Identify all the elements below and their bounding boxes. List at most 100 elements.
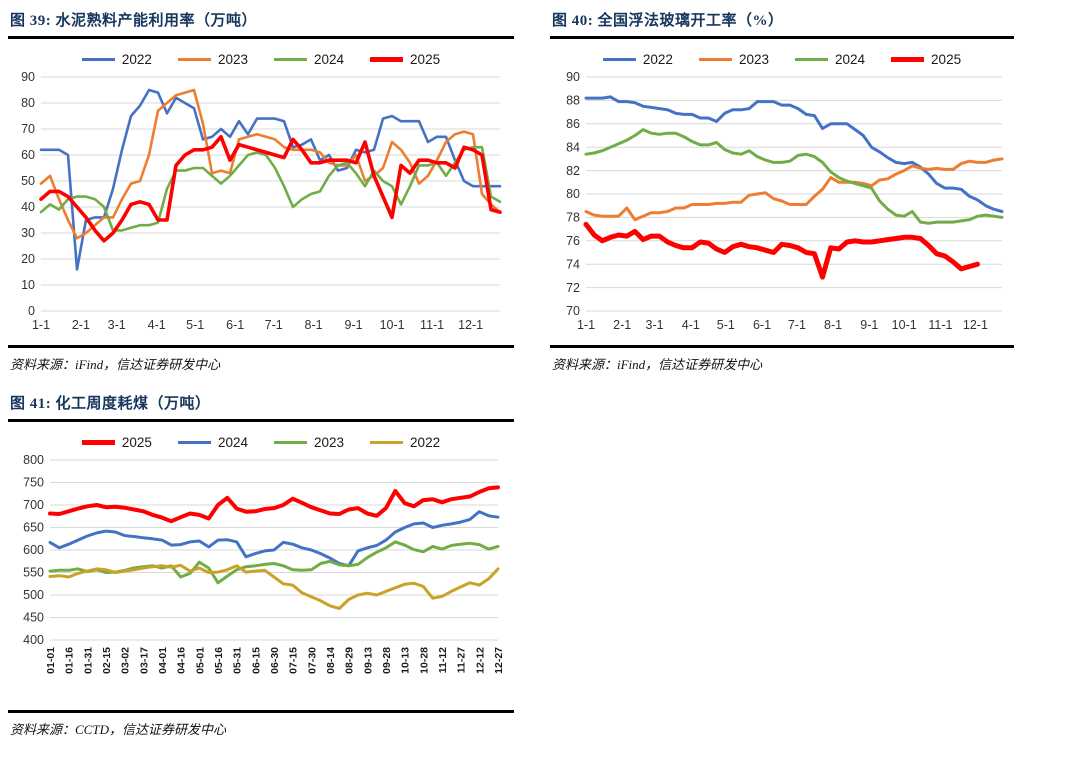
x-axis-tick-label: 8-1 xyxy=(305,318,323,332)
top-row: 图 39: 水泥熟料产能利用率（万吨） 2022 2023 2024 2025 0 10… xyxy=(8,6,1070,373)
x-axis-tick-label: 11-1 xyxy=(928,318,952,332)
legend-label: 2022 xyxy=(410,435,441,450)
series-line-2022 xyxy=(48,563,500,610)
x-axis-tick-label: 1-1 xyxy=(577,318,595,332)
x-axis-tick-label: 01-31 xyxy=(82,647,94,674)
legend-swatch-2022 xyxy=(81,58,115,61)
x-axis-tick-label: 04-01 xyxy=(157,647,169,674)
legend-item-2023: 2023 xyxy=(177,52,248,67)
x-axis-tick-label: 05-01 xyxy=(194,647,206,674)
y-axis-tick-label: 40 xyxy=(21,200,35,214)
legend-item-2025: 2025 xyxy=(81,435,152,450)
y-axis-tick-label: 400 xyxy=(23,633,44,647)
y-axis-tick-label: 70 xyxy=(21,122,35,136)
legend-label: 2024 xyxy=(835,52,866,67)
legend-label: 2023 xyxy=(314,435,345,450)
legend-swatch-2023 xyxy=(698,58,732,61)
x-axis-tick-label: 10-13 xyxy=(400,647,412,674)
x-axis-tick-label: 03-02 xyxy=(120,647,132,674)
legend-label: 2023 xyxy=(738,52,769,67)
x-axis-tick-label: 12-1 xyxy=(458,318,483,332)
x-axis-tick-label: 3-1 xyxy=(108,318,126,332)
series-line-2024 xyxy=(48,510,500,568)
x-axis-tick-label: 06-15 xyxy=(250,647,262,674)
legend-swatch-2024 xyxy=(795,58,828,61)
figure-39-source: 资料来源：iFind，信达证券研发中心 xyxy=(8,345,514,373)
legend-item-2022: 2022 xyxy=(370,435,440,450)
legend-label: 2025 xyxy=(931,52,962,67)
legend-label: 2022 xyxy=(642,52,673,67)
x-axis-tick-label: 5-1 xyxy=(717,318,735,332)
y-axis-tick-label: 80 xyxy=(566,187,580,201)
y-axis-tick-label: 78 xyxy=(566,211,580,225)
y-axis-tick-label: 88 xyxy=(566,94,580,108)
x-axis-tick-label: 9-1 xyxy=(345,318,363,332)
series-line-2024 xyxy=(39,145,502,232)
bottom-row: 图 41: 化工周度耗煤（万吨） 2025 2024 2023 2022 400 450… xyxy=(8,389,1070,738)
y-axis-tick-label: 450 xyxy=(23,611,44,625)
y-axis-tick-label: 76 xyxy=(566,234,580,248)
x-axis-tick-label: 6-1 xyxy=(226,318,244,332)
figure-41: 图 41: 化工周度耗煤（万吨） 2025 2024 2023 2022 400 450… xyxy=(8,389,514,738)
x-axis-tick-label: 11-12 xyxy=(437,647,449,673)
x-axis-tick-label: 04-16 xyxy=(176,647,188,674)
legend-swatch-2025 xyxy=(891,57,925,62)
x-axis-tick-label: 07-15 xyxy=(288,647,300,674)
x-axis-tick-label: 09-28 xyxy=(381,647,393,674)
y-axis-tick-label: 800 xyxy=(23,453,44,467)
legend-item-2024: 2024 xyxy=(177,435,248,450)
y-axis-tick-label: 20 xyxy=(21,252,35,266)
x-axis-tick-label: 11-1 xyxy=(420,318,444,332)
x-axis-tick-label: 3-1 xyxy=(646,318,664,332)
y-axis-tick-label: 50 xyxy=(21,174,35,188)
legend-swatch-2025 xyxy=(370,57,404,62)
x-axis-tick-label: 6-1 xyxy=(753,318,771,332)
figure-41-title: 图 41: 化工周度耗煤（万吨） xyxy=(8,389,514,422)
y-axis-tick-label: 74 xyxy=(566,257,580,271)
x-axis-tick-label: 12-12 xyxy=(474,647,486,674)
y-axis-tick-label: 30 xyxy=(21,226,35,240)
legend-item-2025: 2025 xyxy=(370,52,440,67)
x-axis-tick-label: 05-16 xyxy=(213,647,225,674)
legend-item-2025: 2025 xyxy=(891,52,961,67)
series-line-2025 xyxy=(583,221,980,280)
x-axis-tick-label: 09-13 xyxy=(362,647,374,674)
series-line-2024 xyxy=(584,128,1004,225)
x-axis-tick-label: 11-27 xyxy=(456,647,468,673)
x-axis-tick-label: 8-1 xyxy=(824,318,842,332)
legend-label: 2025 xyxy=(121,435,152,450)
x-axis-tick-label: 5-1 xyxy=(186,318,204,332)
legend-item-2022: 2022 xyxy=(81,52,152,67)
legend-swatch-2025 xyxy=(81,440,115,445)
x-axis-tick-label: 2-1 xyxy=(613,318,631,332)
legend-swatch-2024 xyxy=(177,441,211,444)
series-line-2022 xyxy=(584,95,1004,213)
y-axis-tick-label: 750 xyxy=(23,476,44,490)
x-axis-tick-label: 10-1 xyxy=(380,318,405,332)
y-axis-tick-label: 0 xyxy=(28,304,35,318)
y-axis-tick-label: 72 xyxy=(566,281,580,295)
x-axis-tick-label: 10-28 xyxy=(418,647,430,674)
x-axis-tick-label: 01-16 xyxy=(64,647,76,674)
legend-item-2023: 2023 xyxy=(698,52,769,67)
x-axis-tick-label: 05-31 xyxy=(232,647,244,674)
x-axis-tick-label: 4-1 xyxy=(148,318,166,332)
legend-swatch-2024 xyxy=(274,58,307,61)
figure-41-chart: 400 450 500 550 600 650 700 750 800 01-01 01-16 01-… xyxy=(23,453,505,674)
legend-label: 2022 xyxy=(121,52,152,67)
x-axis-tick-label: 12-1 xyxy=(963,318,988,332)
legend-item-2024: 2024 xyxy=(795,52,865,67)
y-axis-tick-label: 700 xyxy=(23,498,44,512)
legend-item-2022: 2022 xyxy=(602,52,673,67)
series-line-2023 xyxy=(584,157,1004,222)
figure-39-legend: 2022 2023 2024 2025 xyxy=(8,52,514,67)
legend-swatch-2023 xyxy=(274,441,307,444)
y-axis-tick-label: 550 xyxy=(23,566,44,580)
x-axis-tick-label: 06-30 xyxy=(269,647,281,674)
figure-40-source: 资料来源：iFind，信达证券研发中心 xyxy=(550,345,1014,373)
series-line-2025 xyxy=(39,135,502,243)
y-axis-tick-label: 80 xyxy=(21,96,35,110)
y-axis-tick-label: 650 xyxy=(23,521,44,535)
figure-40-title: 图 40: 全国浮法玻璃开工率（%） xyxy=(550,6,1014,39)
